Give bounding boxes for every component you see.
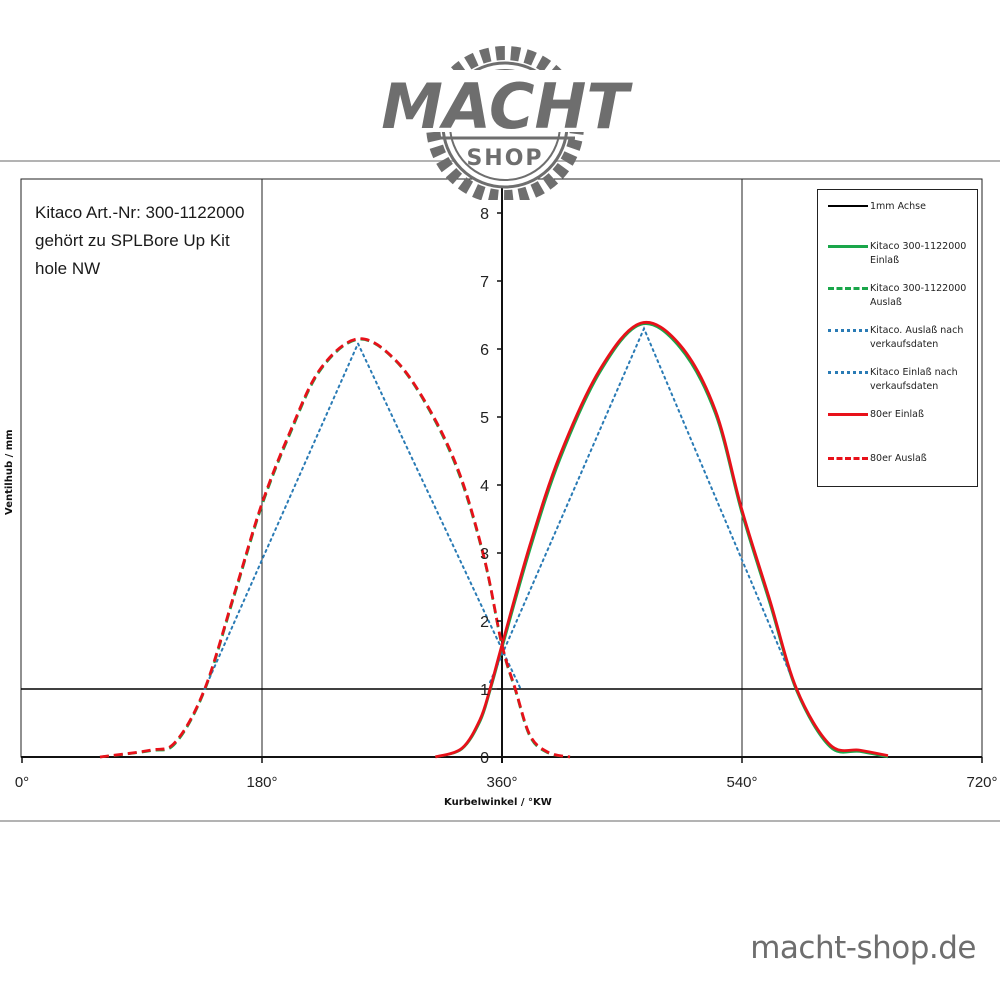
- chart-annotation: Kitaco Art.-Nr: 300-1122000 gehört zu SP…: [35, 199, 244, 283]
- y-tick-label: 4: [480, 478, 489, 495]
- series-line: [434, 320, 889, 759]
- x-tick-label: 720°: [966, 774, 997, 791]
- legend-swatch-icon: [828, 452, 868, 464]
- chart-legend: 1mm Achse Kitaco 300-1122000 Einlaß Kitaco…: [817, 189, 978, 487]
- legend-item: 80er Einlaß: [828, 408, 978, 422]
- legend-label: Kitaco Einlaß nach verkaufsdaten: [870, 367, 958, 392]
- annotation-line-3: hole NW: [35, 259, 101, 278]
- y-tick-label: 2: [480, 614, 489, 631]
- frame-bottom-line: [0, 820, 1000, 822]
- series-line: [203, 341, 522, 690]
- legend-label: 80er Auslaß: [870, 453, 927, 464]
- series-line: [489, 326, 798, 690]
- annotation-line-1: Kitaco Art.-Nr: 300-1122000: [35, 203, 245, 222]
- legend-item: Kitaco 300-1122000 Einlaß: [828, 240, 978, 268]
- x-axis-label: Kurbelwinkel / °KW: [444, 797, 552, 808]
- y-tick-label: 3: [480, 546, 489, 563]
- macht-shop-logo: MACHT SHOP: [381, 46, 633, 200]
- legend-label: 80er Einlaß: [870, 409, 924, 420]
- annotation-line-2: gehört zu SPLBore Up Kit: [35, 231, 230, 250]
- legend-swatch-icon: [828, 366, 868, 378]
- legend-item: 80er Auslaß: [828, 452, 978, 466]
- legend-label: 1mm Achse: [870, 201, 926, 212]
- x-tick-label: 180°: [246, 774, 277, 791]
- y-tick-label: 7: [480, 274, 489, 291]
- x-tick-label: 540°: [726, 774, 757, 791]
- legend-item: Kitaco 300-1122000 Auslaß: [828, 282, 978, 310]
- logo-subtext: SHOP: [466, 146, 543, 171]
- legend-item: Kitaco. Auslaß nach verkaufsdaten: [828, 324, 978, 352]
- legend-swatch-icon: [828, 240, 868, 252]
- y-tick-label: 1: [480, 682, 489, 699]
- legend-label: Kitaco 300-1122000 Auslaß: [870, 283, 967, 308]
- tick-labels: 0° 180° 360° 540° 720° 0 1 2 3 4 5 6 7 8: [15, 206, 998, 791]
- legend-swatch-icon: [828, 408, 868, 420]
- legend-item: Kitaco Einlaß nach verkaufsdaten: [828, 366, 978, 394]
- watermark-url: macht-shop.de: [750, 930, 976, 966]
- x-tick-label: 360°: [486, 774, 517, 791]
- series-line: [99, 338, 571, 759]
- legend-swatch-icon: [828, 200, 868, 212]
- logo-text: MACHT: [381, 70, 633, 143]
- y-tick-label: 8: [480, 206, 489, 223]
- legend-label: Kitaco 300-1122000 Einlaß: [870, 241, 967, 266]
- legend-swatch-icon: [828, 282, 868, 294]
- legend-swatch-icon: [828, 324, 868, 336]
- y-tick-label: 5: [480, 410, 489, 427]
- y-tick-label: 6: [480, 342, 489, 359]
- x-tick-label: 0°: [15, 774, 29, 791]
- legend-label: Kitaco. Auslaß nach verkaufsdaten: [870, 325, 964, 350]
- series-line: [99, 337, 571, 759]
- legend-item: 1mm Achse: [828, 200, 978, 214]
- y-tick-label: 0: [480, 750, 489, 767]
- grid-lines: [261, 179, 743, 757]
- y-axis-label: Ventilhub / mm: [4, 429, 15, 515]
